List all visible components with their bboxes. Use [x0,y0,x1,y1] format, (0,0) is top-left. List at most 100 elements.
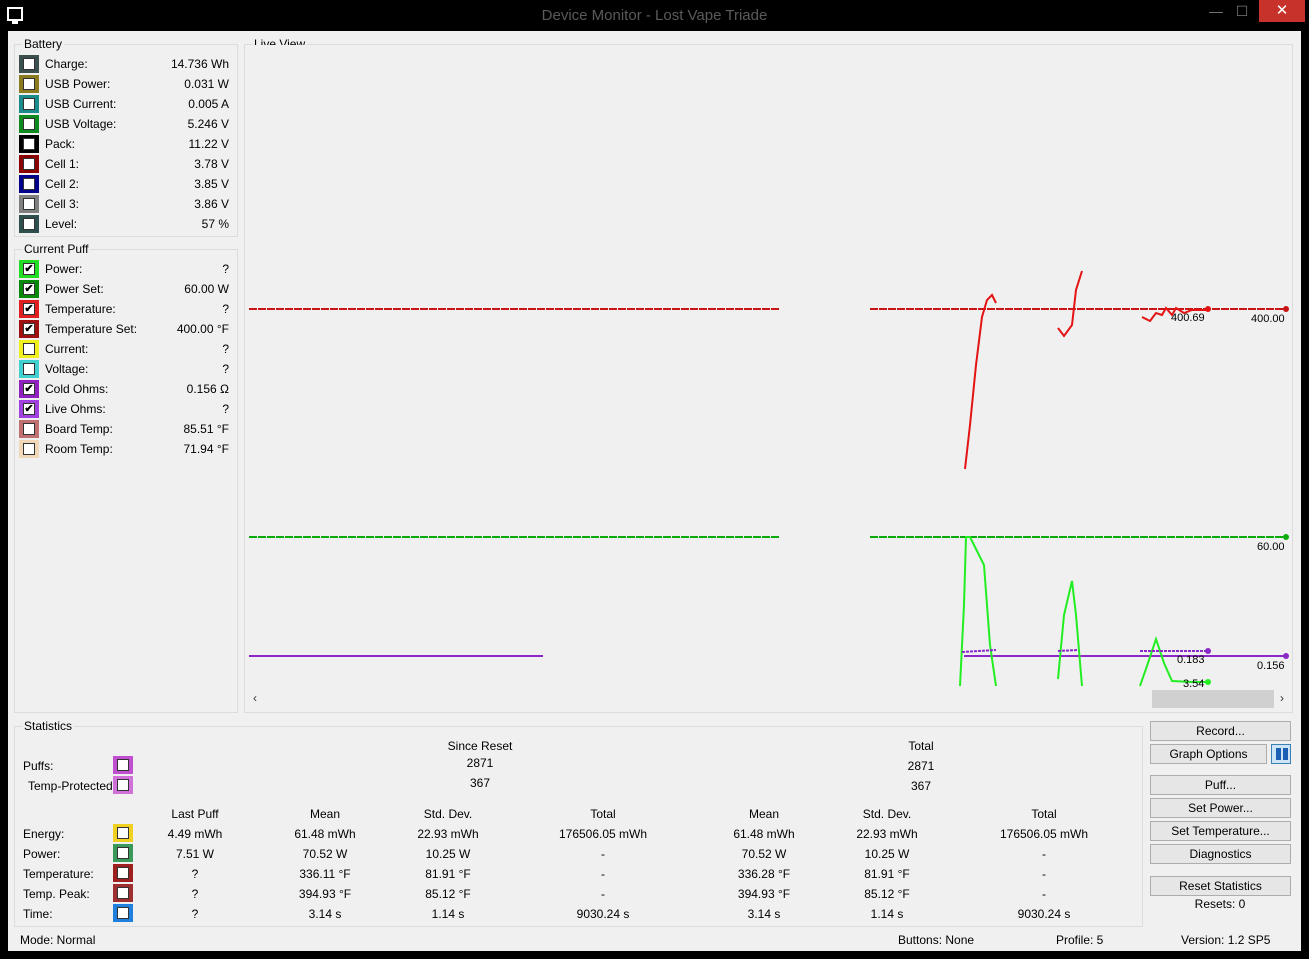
puff-button[interactable]: Puff... [1150,775,1291,795]
live-view-graph[interactable]: 400.69 400.00 60.00 0.183 0.156 3.54 [246,45,1291,690]
checkbox[interactable] [117,847,129,859]
total-header: Total [908,739,934,753]
checkbox[interactable] [23,343,35,355]
stats-row-color-swatch[interactable] [113,844,133,862]
checkbox[interactable] [23,218,35,230]
stats-cell: 22.93 mWh [856,827,918,841]
checkbox[interactable] [117,827,129,839]
stats-cell: 3.14 s [308,907,342,921]
battery-row: Cell 3: 3.86 V [17,195,237,213]
checkbox[interactable] [117,887,129,899]
pause-icon-bar [1283,748,1288,760]
puff-row: ✔ Power Set: 60.00 W [17,280,237,298]
pause-button[interactable] [1271,744,1291,764]
checkbox[interactable] [23,423,35,435]
checkbox[interactable] [117,759,129,771]
battery-color-swatch[interactable] [19,135,39,153]
puff-color-swatch[interactable]: ✔ [19,260,39,278]
checkbox[interactable] [23,58,35,70]
battery-color-swatch[interactable] [19,115,39,133]
checkbox[interactable] [23,158,35,170]
checkbox[interactable] [23,443,35,455]
stats-row-color-swatch[interactable] [113,824,133,842]
status-buttons: Buttons: None [898,933,975,947]
checkmark-icon[interactable]: ✔ [23,383,35,395]
puff-color-swatch[interactable]: ✔ [19,400,39,418]
statistics-group-title: Statistics [22,719,75,733]
battery-label: Charge: [45,57,88,71]
battery-color-swatch[interactable] [19,75,39,93]
battery-color-swatch[interactable] [19,55,39,73]
puff-color-swatch[interactable]: ✔ [19,320,39,338]
battery-color-swatch[interactable] [19,195,39,213]
checkbox[interactable] [23,363,35,375]
checkmark-icon[interactable]: ✔ [23,403,35,415]
puff-color-swatch[interactable] [19,340,39,358]
stats-row-color-swatch[interactable] [113,864,133,882]
battery-label: Cell 3: [45,197,80,211]
puff-row: Room Temp: 71.94 °F [17,440,237,458]
checkbox[interactable] [23,78,35,90]
checkbox[interactable] [117,907,129,919]
temp-protected-color-swatch[interactable] [113,776,133,794]
stats-cell: 61.48 mWh [733,827,795,841]
checkbox[interactable] [23,118,35,130]
diagnostics-button[interactable]: Diagnostics [1150,844,1291,864]
cold-ohms-label: 0.156 [1257,660,1285,672]
puff-color-swatch[interactable] [19,360,39,378]
graph-options-button[interactable]: Graph Options [1150,744,1267,764]
close-button[interactable]: ✕ [1259,0,1305,22]
stats-row-color-swatch[interactable] [113,884,133,902]
minimize-button[interactable]: — [1209,3,1223,19]
temperature-set-marker [1283,306,1289,312]
checkmark-icon[interactable]: ✔ [23,303,35,315]
title-bar: Device Monitor - Lost Vape Triade — ☐ ✕ [0,0,1309,31]
stats-row-label: Power: [23,847,61,861]
checkbox[interactable] [117,779,129,791]
checkmark-icon[interactable]: ✔ [23,263,35,275]
puff-value: 60.00 W [184,282,229,296]
battery-color-swatch[interactable] [19,155,39,173]
puff-color-swatch[interactable]: ✔ [19,380,39,398]
checkmark-icon[interactable]: ✔ [23,323,35,335]
window-title: Device Monitor - Lost Vape Triade [541,7,768,24]
status-mode: Mode: Normal [20,933,96,947]
graph-scrollbar[interactable]: ‹ › [246,688,1291,709]
stats-cell: 81.91 °F [864,867,910,881]
puffs-label: Puffs: [23,759,54,773]
puff-color-swatch[interactable] [19,440,39,458]
checkmark-icon[interactable]: ✔ [23,283,35,295]
scrollbar-thumb[interactable] [1152,690,1274,708]
battery-label: Pack: [45,137,76,151]
reset-statistics-button[interactable]: Reset Statistics [1150,876,1291,896]
checkbox[interactable] [23,98,35,110]
stats-row-color-swatch[interactable] [113,904,133,922]
battery-value: 5.246 V [187,117,229,131]
checkbox[interactable] [23,198,35,210]
stats-cell: - [1042,867,1046,881]
stats-column-header: Total [1031,807,1057,821]
stats-cell: 176506.05 mWh [999,827,1089,841]
puff-color-swatch[interactable] [19,420,39,438]
battery-row: Cell 1: 3.78 V [17,155,237,173]
battery-color-swatch[interactable] [19,175,39,193]
puffs-color-swatch[interactable] [113,756,133,774]
battery-color-swatch[interactable] [19,215,39,233]
set-power-button[interactable]: Set Power... [1150,798,1291,818]
puff-color-swatch[interactable]: ✔ [19,280,39,298]
scroll-right-icon[interactable]: › [1280,691,1284,705]
client-area: Battery Charge: 14.736 Wh USB Power: 0.031 … [8,31,1301,951]
puff-row: ✔ Power:? [17,260,237,278]
power-curve-1 [959,536,997,687]
set-temperature-button[interactable]: Set Temperature... [1150,821,1291,841]
checkbox[interactable] [117,867,129,879]
record-button[interactable]: Record... [1150,721,1291,741]
checkbox[interactable] [23,138,35,150]
battery-color-swatch[interactable] [19,95,39,113]
maximize-button[interactable]: ☐ [1235,3,1249,19]
puff-color-swatch[interactable]: ✔ [19,300,39,318]
puff-value: ? [222,302,229,316]
scroll-left-icon[interactable]: ‹ [253,691,257,705]
puff-row: Voltage:? [17,360,237,378]
checkbox[interactable] [23,178,35,190]
